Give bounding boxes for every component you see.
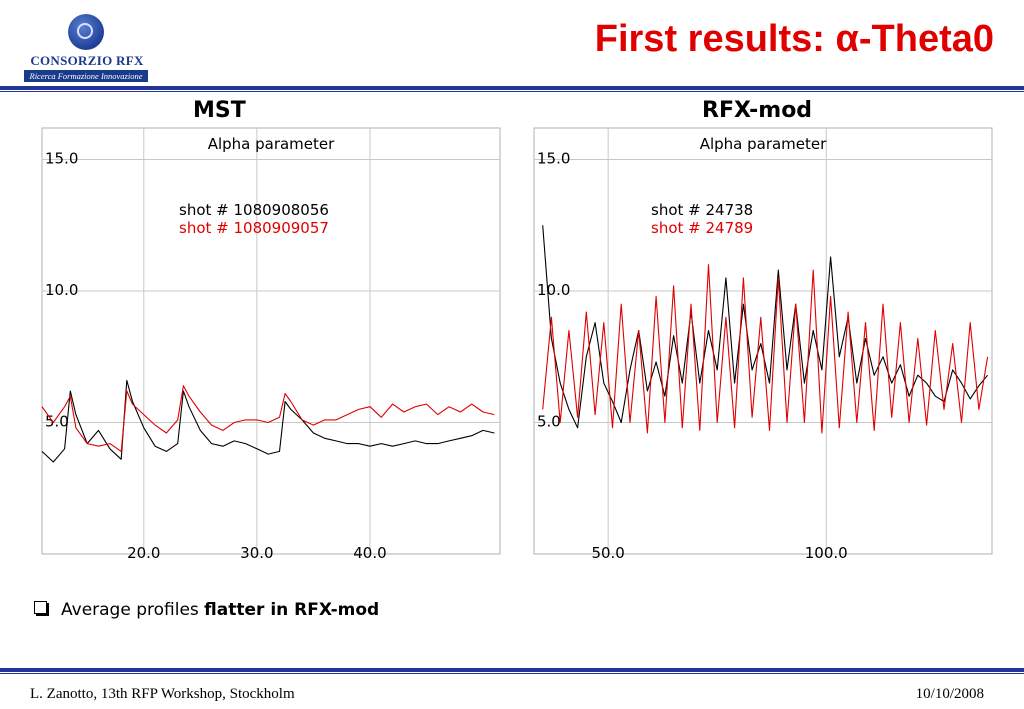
y-tick-label: 10.0 xyxy=(537,281,570,299)
y-tick-label: 15.0 xyxy=(45,150,78,168)
series-line-red xyxy=(542,264,989,434)
y-tick-label: 10.0 xyxy=(45,281,78,299)
logo-tagline: Ricerca Formazione Innovazione xyxy=(24,70,148,82)
x-tick-label: 40.0 xyxy=(353,544,386,562)
y-tick-label: 15.0 xyxy=(537,150,570,168)
legend-entry: shot # 1080909057 xyxy=(179,219,329,237)
x-tick-label: 20.0 xyxy=(127,544,160,562)
chart-title: Alpha parameter xyxy=(208,135,335,153)
chart-rfx-mod-plot: 50.0 100.0 5.0 10.0 15.0 Alpha parameter shot … xyxy=(533,127,993,562)
chart-mst-plot: 20.0 30.0 40.0 5.0 10.0 15.0 Alpha parameter sh… xyxy=(41,127,501,562)
chart-mst: 20.0 30.0 40.0 5.0 10.0 15.0 Alpha parameter sh… xyxy=(16,122,506,564)
footer-rule-thin xyxy=(0,673,1024,674)
x-tick-label: 50.0 xyxy=(591,544,624,562)
chart-rfx-mod: 50.0 100.0 5.0 10.0 15.0 Alpha parameter shot … xyxy=(508,122,998,564)
header-rule-thin xyxy=(0,91,1024,92)
header-rule xyxy=(0,86,1024,90)
logo-name: CONSORZIO RFX xyxy=(30,53,144,68)
panel-label-mst: MST xyxy=(193,98,246,123)
footer-date: 10/10/2008 xyxy=(915,686,984,702)
series-line-red xyxy=(41,385,495,452)
bullet-text: Average profiles xyxy=(61,600,205,620)
x-tick-label: 30.0 xyxy=(240,544,273,562)
plot-frame xyxy=(533,127,993,555)
series-line-black xyxy=(41,379,495,463)
consorzio-rfx-logo: CONSORZIO RFX Ricerca Formazione Innovaz… xyxy=(22,14,152,86)
y-tick-label: 5.0 xyxy=(45,413,69,431)
bullet-point: Average profiles flatter in RFX-mod xyxy=(34,600,379,620)
slide-title-suffix: -Theta0 xyxy=(858,18,994,60)
legend-entry: shot # 1080908056 xyxy=(179,201,329,219)
chart-title: Alpha parameter xyxy=(700,135,827,153)
slide-title: First results: α-Theta0 xyxy=(595,18,994,61)
bullet-checkbox-icon xyxy=(34,601,47,614)
x-tick-label: 100.0 xyxy=(805,544,848,562)
legend-entry: shot # 24738 xyxy=(651,201,753,219)
series-line-black xyxy=(542,225,989,429)
bullet-emphasis: flatter in RFX-mod xyxy=(204,600,380,620)
panel-label-rfx-mod: RFX-mod xyxy=(702,98,813,123)
legend-entry: shot # 24789 xyxy=(651,219,753,237)
footer-rule xyxy=(0,668,1024,672)
y-tick-label: 5.0 xyxy=(537,413,561,431)
logo-emblem-icon xyxy=(68,14,104,50)
plot-frame xyxy=(41,127,501,555)
footer-author: L. Zanotto, 13th RFP Workshop, Stockholm xyxy=(30,686,295,702)
slide-title-alpha-symbol: α xyxy=(835,18,859,60)
slide-title-text: First results: xyxy=(594,18,836,60)
